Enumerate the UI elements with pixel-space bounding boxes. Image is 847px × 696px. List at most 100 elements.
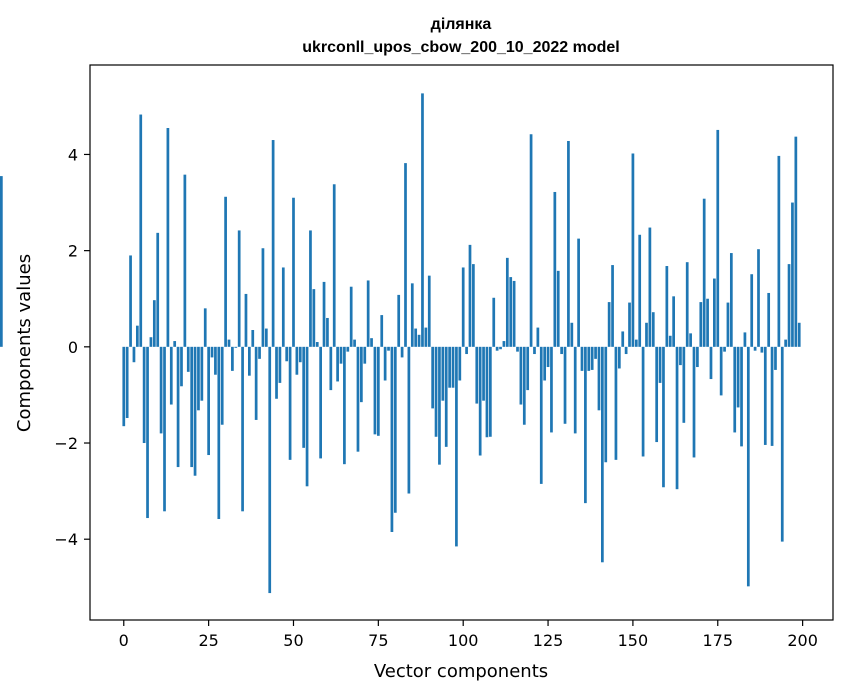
bar-79	[390, 346, 394, 532]
bar-3	[132, 346, 136, 363]
bar-25	[207, 346, 210, 456]
bar-34	[237, 230, 241, 347]
bar-198	[794, 136, 798, 347]
bar-189	[763, 346, 767, 445]
bar-55	[309, 230, 312, 347]
bar-70	[360, 346, 363, 403]
bar-164	[679, 346, 682, 366]
bar-199	[797, 322, 801, 347]
bar-40	[258, 346, 261, 359]
bar-157	[655, 346, 659, 443]
bar-68	[353, 339, 356, 347]
bar-8	[149, 337, 153, 347]
bar-194	[780, 346, 784, 542]
bar-117	[519, 346, 523, 405]
bar-36	[244, 293, 248, 347]
bar-160	[665, 266, 669, 347]
bar-81	[397, 294, 401, 347]
bar-27	[214, 346, 217, 375]
bar-112	[502, 341, 506, 347]
bar-82	[400, 346, 404, 358]
x-tick-label: 100	[448, 631, 479, 650]
plot-frame	[89, 64, 834, 621]
x-tick-label: 175	[702, 631, 733, 650]
x-axis-ticks: 0 25 50 75 100 125 150 175 200	[119, 620, 818, 650]
bar-80	[393, 346, 397, 513]
bar-99	[458, 346, 462, 381]
bar-86	[414, 328, 418, 347]
bar-89	[424, 327, 428, 347]
bar-142	[604, 346, 608, 463]
bar-174	[713, 278, 716, 347]
bar-72	[366, 280, 370, 347]
bar-187	[757, 249, 760, 347]
bar-4	[135, 325, 139, 347]
bar-22	[197, 346, 200, 411]
bar-186	[753, 346, 757, 351]
bar-38	[251, 330, 255, 347]
bar-180	[733, 346, 737, 433]
bar-163	[675, 346, 679, 490]
bar-181	[736, 346, 740, 408]
bar-0	[122, 346, 126, 427]
bar-30	[224, 196, 227, 347]
bar-69	[356, 346, 360, 452]
bar-98	[455, 346, 458, 547]
bar-74	[373, 346, 377, 435]
bar-140	[597, 346, 601, 411]
bar-43	[268, 346, 272, 594]
bar-127	[553, 191, 557, 347]
bar-108	[488, 346, 492, 437]
bar-191	[770, 346, 774, 446]
bar-105	[478, 346, 482, 456]
bar-196	[787, 264, 791, 347]
bar-56	[312, 289, 316, 347]
bar-64	[339, 346, 343, 364]
chart-title-line2: ukrconll_upos_cbow_200_10_2022 model	[302, 39, 619, 56]
bar-61	[329, 346, 333, 391]
bar-152	[638, 234, 642, 347]
bar-53	[302, 346, 306, 448]
bar-130	[563, 346, 567, 424]
bar-154	[645, 322, 648, 347]
bar-50	[292, 197, 295, 347]
bar-120	[529, 134, 533, 347]
bar-145	[614, 346, 618, 460]
y-tick-label: 0	[68, 338, 78, 357]
bar-144	[611, 265, 614, 347]
bar-135	[580, 346, 584, 371]
bar-65	[343, 346, 346, 465]
bar-73	[370, 338, 373, 347]
bar-1	[125, 346, 129, 419]
bar-190	[767, 292, 771, 347]
bar-155	[648, 227, 652, 347]
bar-90	[427, 275, 431, 347]
bar-2	[129, 255, 132, 347]
bar-147	[621, 331, 625, 347]
bar-15	[173, 341, 177, 347]
bar-undefined	[0, 176, 3, 347]
bar-138	[590, 346, 594, 370]
bar-9	[152, 300, 156, 347]
bar-66	[346, 346, 350, 352]
bar-7	[146, 346, 149, 519]
bar-41	[261, 248, 265, 347]
bar-49	[288, 346, 292, 460]
bar-161	[668, 335, 672, 347]
bar-52	[298, 346, 302, 363]
bar-195	[784, 339, 788, 347]
bar-167	[689, 333, 692, 347]
y-axis-ticks: −4 −2 0 2 4	[54, 145, 90, 549]
bar-150	[631, 153, 635, 347]
bar-122	[536, 327, 540, 347]
bar-123	[539, 346, 543, 484]
bar-165	[682, 346, 686, 423]
bar-134	[577, 238, 580, 347]
bar-173	[709, 346, 713, 380]
bar-185	[750, 274, 754, 347]
bar-118	[522, 346, 526, 425]
bar-35	[241, 346, 244, 512]
bar-58	[319, 346, 322, 459]
bar-93	[438, 346, 441, 465]
bar-23	[200, 346, 204, 401]
